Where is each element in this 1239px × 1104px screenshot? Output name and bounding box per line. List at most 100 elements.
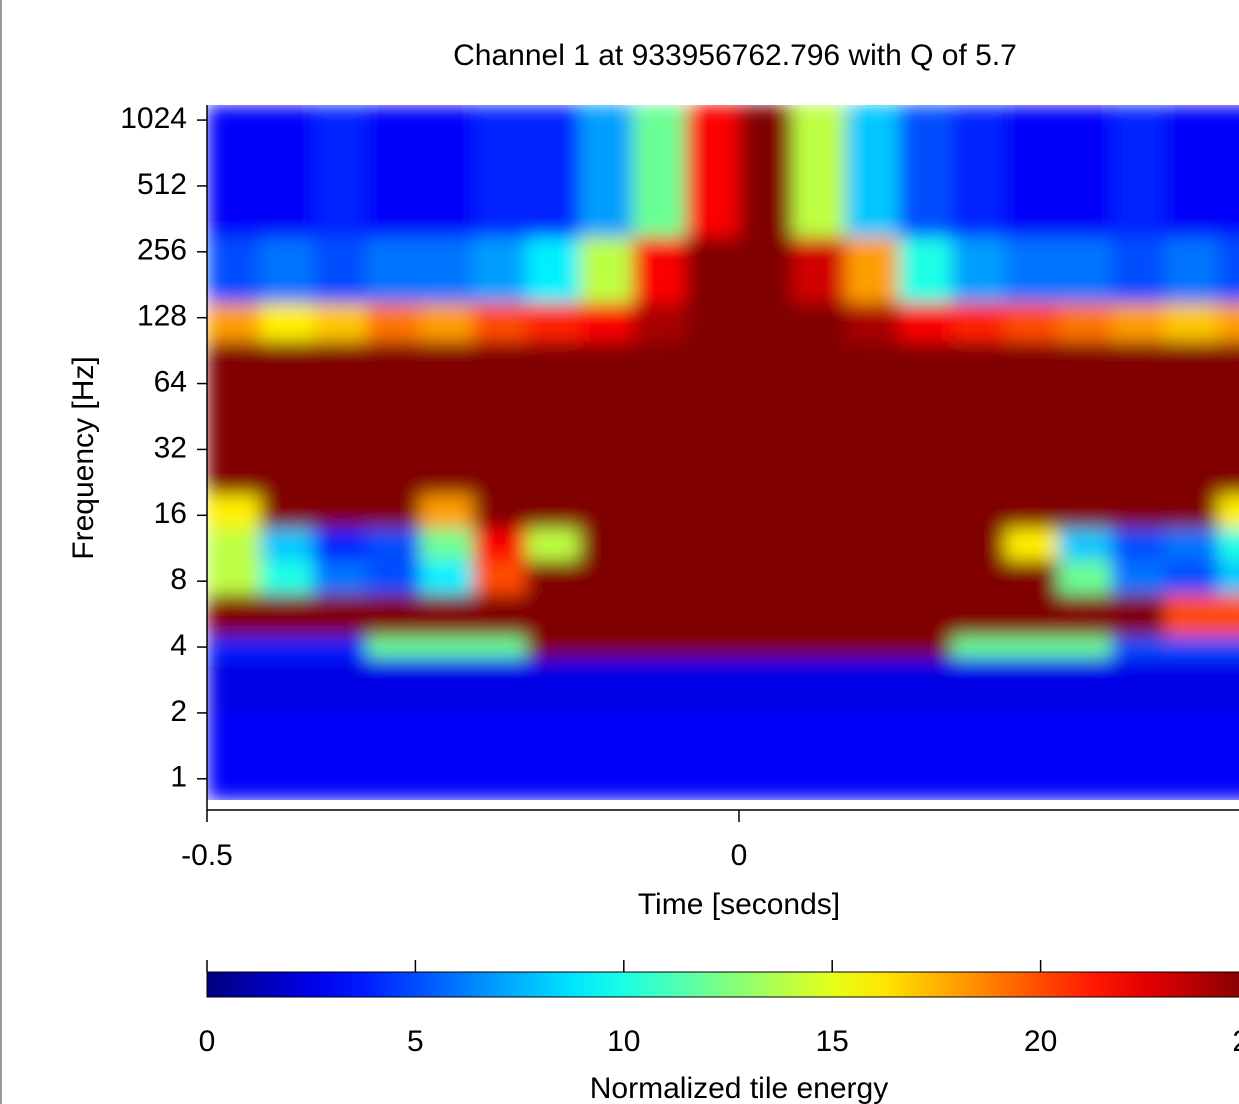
y-tick-label: 512 <box>137 168 187 201</box>
y-tick-label: 8 <box>170 563 187 596</box>
heat-cell <box>313 559 368 595</box>
heat-cell <box>1058 341 1112 495</box>
heat-cell <box>951 635 1006 658</box>
heat-cell <box>313 593 368 637</box>
heat-cell <box>1058 712 1112 800</box>
heat-cell <box>313 494 368 529</box>
heat-cell <box>207 559 261 595</box>
heat-cell <box>419 559 474 595</box>
heat-cell <box>792 527 846 561</box>
heat-cell <box>366 236 421 304</box>
heat-cell <box>207 105 261 238</box>
heat-cell <box>739 105 793 238</box>
heat-cell <box>207 657 261 714</box>
heat-cell <box>366 494 421 529</box>
heat-cell <box>685 105 740 238</box>
heat-cell <box>1217 712 1239 800</box>
heat-cell <box>739 593 793 637</box>
heat-cell <box>579 105 634 238</box>
heat-cell <box>473 236 527 304</box>
heat-cell <box>313 712 368 800</box>
heat-cell <box>207 341 261 495</box>
heat-cell <box>845 236 900 304</box>
heat-cell <box>898 236 953 304</box>
heat-cell <box>1217 341 1239 495</box>
heat-cell <box>1005 527 1059 561</box>
heat-cell <box>739 494 793 529</box>
y-tick-label: 64 <box>154 365 187 398</box>
heat-cell <box>1058 302 1112 342</box>
heat-cell <box>1005 635 1059 658</box>
heat-cell <box>1005 105 1059 238</box>
heat-cell <box>207 527 261 561</box>
heat-cell <box>366 105 421 238</box>
heat-cell <box>898 302 953 342</box>
heat-cell <box>526 105 580 238</box>
heat-cell <box>1058 105 1112 238</box>
y-tick-label: 16 <box>154 497 187 530</box>
heat-cell <box>473 593 527 637</box>
heat-cell <box>951 105 1006 238</box>
heat-cell <box>792 635 846 658</box>
heat-cell <box>898 341 953 495</box>
heat-cell <box>260 712 314 800</box>
colorbar-tick-label: 20 <box>1024 1025 1057 1058</box>
heat-cell <box>1164 494 1219 529</box>
heat-cell <box>579 559 634 595</box>
heat-cell <box>313 341 368 495</box>
heat-cell <box>1005 559 1059 595</box>
heat-cell <box>579 527 634 561</box>
heatmap <box>207 105 1239 800</box>
heat-cell <box>1164 657 1219 714</box>
heat-cell <box>579 712 634 800</box>
y-tick-label: 4 <box>170 629 187 662</box>
heat-cell <box>898 559 953 595</box>
heat-cell <box>739 527 793 561</box>
heat-cell <box>473 712 527 800</box>
heat-cell <box>473 657 527 714</box>
y-tick-label: 128 <box>137 300 187 333</box>
heat-cell <box>898 635 953 658</box>
x-tick-label: 0 <box>731 839 748 872</box>
heat-cell <box>366 635 421 658</box>
heat-cell <box>739 712 793 800</box>
heat-cell <box>207 635 261 658</box>
heat-cell <box>1005 302 1059 342</box>
heat-cell <box>1217 105 1239 238</box>
heat-cell <box>685 527 740 561</box>
heat-cell <box>473 527 527 561</box>
heat-cell <box>313 105 368 238</box>
heat-cell <box>260 657 314 714</box>
heat-cell <box>685 236 740 304</box>
heat-cell <box>632 593 687 637</box>
heat-cell <box>526 494 580 529</box>
heat-cell <box>1164 341 1219 495</box>
heat-cell <box>685 341 740 495</box>
heat-cell <box>898 657 953 714</box>
heat-cell <box>419 527 474 561</box>
heat-cell <box>473 105 527 238</box>
heat-cell <box>1005 593 1059 637</box>
heat-cell <box>207 302 261 342</box>
heat-cell <box>632 559 687 595</box>
heat-cell <box>260 302 314 342</box>
heat-cell <box>739 559 793 595</box>
heat-cell <box>845 593 900 637</box>
heat-cell <box>1111 494 1166 529</box>
heat-cell <box>526 527 580 561</box>
heat-cell <box>792 236 846 304</box>
heat-cell <box>845 105 900 238</box>
heat-cell <box>845 712 900 800</box>
heat-cell <box>845 635 900 658</box>
heat-cell <box>1111 341 1166 495</box>
heat-cell <box>1058 635 1112 658</box>
heat-cell <box>473 341 527 495</box>
heat-cell <box>1058 236 1112 304</box>
heat-cell <box>1164 593 1219 637</box>
y-tick-label: 256 <box>137 234 187 267</box>
heat-cell <box>1058 593 1112 637</box>
heat-cell <box>685 593 740 637</box>
heat-cell <box>260 494 314 529</box>
